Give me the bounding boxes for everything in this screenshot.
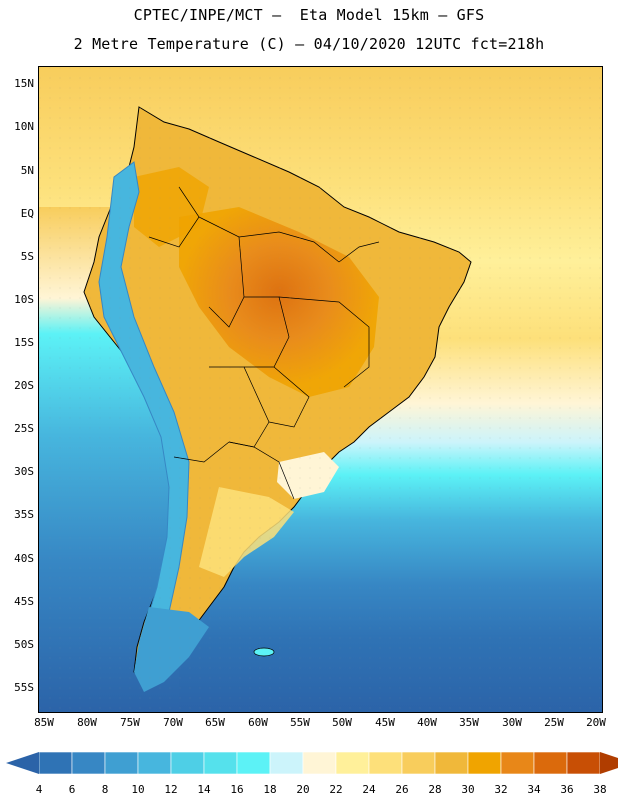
- lat-label: 40S: [14, 552, 34, 565]
- lon-label: 45W: [375, 716, 395, 729]
- lon-label: 80W: [77, 716, 97, 729]
- temperature-map: [38, 66, 603, 713]
- colorbar-swatch: [236, 751, 271, 775]
- lat-label: 55S: [14, 681, 34, 694]
- lat-label: 15N: [14, 77, 34, 90]
- colorbar-tick-label: 28: [428, 783, 442, 796]
- colorbar-swatch: [170, 751, 205, 775]
- colorbar-swatch: [566, 751, 601, 775]
- colorbar-swatch: [38, 751, 73, 775]
- lat-label: 20S: [14, 379, 34, 392]
- colorbar-tick-label: 6: [68, 783, 76, 796]
- colorbar-swatch: [467, 751, 502, 775]
- colorbar-swatch: [71, 751, 106, 775]
- colorbar-tick-label: 36: [560, 783, 574, 796]
- lon-label: 35W: [459, 716, 479, 729]
- colorbar-tick-label: 24: [362, 783, 376, 796]
- colorbar-tick-label: 32: [494, 783, 508, 796]
- lon-label: 65W: [205, 716, 225, 729]
- lat-label: 50S: [14, 638, 34, 651]
- lat-label: 35S: [14, 508, 34, 521]
- lon-label: 55W: [290, 716, 310, 729]
- colorbar-tick-label: 18: [263, 783, 277, 796]
- colorbar-swatch: [401, 751, 436, 775]
- colorbar-swatch: [500, 751, 535, 775]
- colorbar-swatch: [137, 751, 172, 775]
- lon-label: 85W: [34, 716, 54, 729]
- map-title-line-2: 2 Metre Temperature (C) – 04/10/2020 12U…: [73, 35, 545, 53]
- colorbar-swatch: [434, 751, 469, 775]
- colorbar-swatch: [335, 751, 370, 775]
- lon-label: 70W: [163, 716, 183, 729]
- lat-label: 10S: [14, 293, 34, 306]
- map-title-line-1: CPTEC/INPE/MCT – Eta Model 15km – GFS: [133, 6, 485, 24]
- graticule-grid: [39, 67, 602, 712]
- colorbar-swatch: [104, 751, 139, 775]
- colorbar-tick-label: 4: [35, 783, 43, 796]
- colorbar-swatch: [368, 751, 403, 775]
- colorbar-min-arrow: [6, 752, 39, 774]
- lat-label: 5S: [20, 250, 34, 263]
- colorbar-tick-label: 10: [131, 783, 145, 796]
- colorbar-swatch: [269, 751, 304, 775]
- lat-label: 25S: [14, 422, 34, 435]
- colorbar-max-arrow: [600, 752, 618, 774]
- lat-label: EQ: [20, 207, 34, 220]
- colorbar-swatch: [203, 751, 238, 775]
- lat-label: 10N: [14, 120, 34, 133]
- lon-label: 50W: [332, 716, 352, 729]
- lat-label: 15S: [14, 336, 34, 349]
- colorbar-swatch: [533, 751, 568, 775]
- colorbar-tick-label: 34: [527, 783, 541, 796]
- lat-label: 30S: [14, 465, 34, 478]
- colorbar-tick-label: 16: [230, 783, 244, 796]
- colorbar-tick-label: 8: [101, 783, 109, 796]
- colorbar-tick-label: 30: [461, 783, 475, 796]
- colorbar-tick-label: 38: [593, 783, 607, 796]
- lon-label: 20W: [586, 716, 606, 729]
- colorbar-swatch: [302, 751, 337, 775]
- temperature-colorbar: [6, 751, 618, 775]
- temperature-map-svg: [39, 67, 602, 712]
- colorbar-tick-label: 26: [395, 783, 409, 796]
- lon-label: 40W: [417, 716, 437, 729]
- colorbar-tick-label: 14: [197, 783, 211, 796]
- lon-label: 60W: [248, 716, 268, 729]
- colorbar-tick-label: 12: [164, 783, 178, 796]
- lat-label: 5N: [20, 164, 34, 177]
- lon-label: 25W: [544, 716, 564, 729]
- colorbar-tick-label: 20: [296, 783, 310, 796]
- lat-label: 45S: [14, 595, 34, 608]
- lon-label: 30W: [502, 716, 522, 729]
- lon-label: 75W: [120, 716, 140, 729]
- colorbar-tick-label: 22: [329, 783, 343, 796]
